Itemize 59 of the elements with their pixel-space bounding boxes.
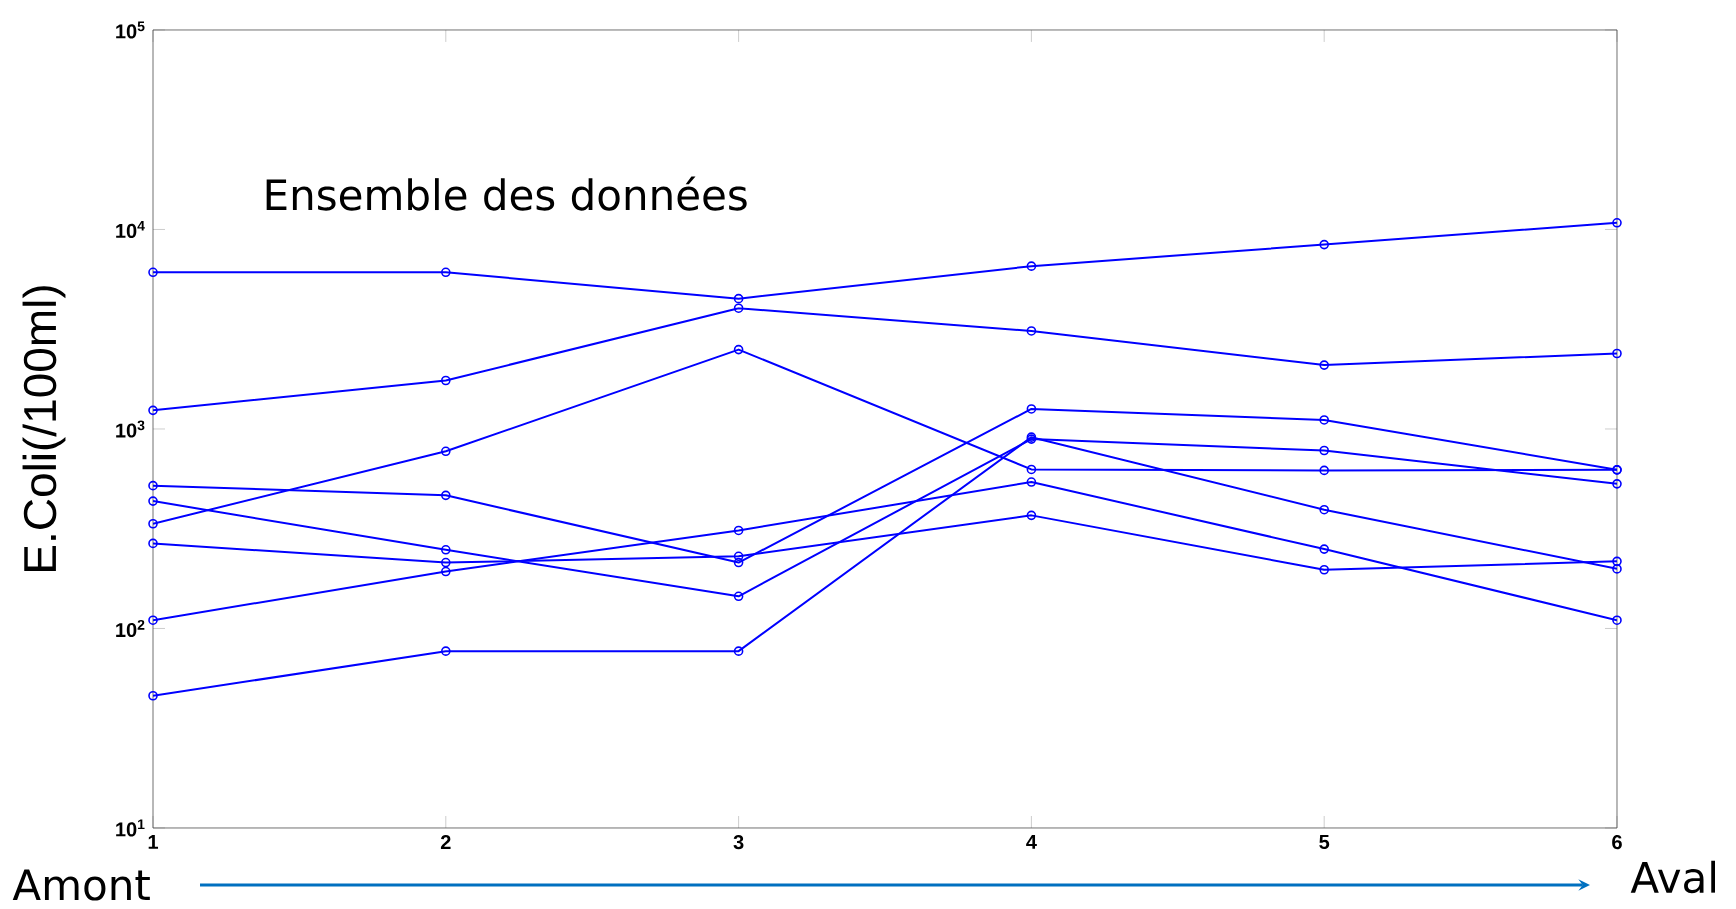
point bbox=[1026, 510, 1037, 521]
point bbox=[1612, 218, 1622, 228]
point bbox=[733, 557, 744, 568]
point bbox=[733, 293, 744, 304]
point bbox=[148, 538, 158, 549]
x-tick-label: 6 bbox=[1612, 835, 1622, 850]
point bbox=[441, 557, 451, 568]
point bbox=[1319, 465, 1329, 476]
point bbox=[441, 267, 451, 278]
y-tick-label: 10$^{1}$ bbox=[116, 819, 145, 837]
point bbox=[441, 544, 451, 555]
point bbox=[1319, 544, 1329, 554]
point bbox=[441, 646, 451, 656]
text: Aval bbox=[1630, 860, 1716, 894]
point bbox=[1319, 504, 1329, 515]
y-tick-label: 10$^{3}$ bbox=[116, 420, 145, 438]
point bbox=[1319, 564, 1329, 575]
point bbox=[1026, 326, 1037, 336]
point bbox=[148, 496, 158, 506]
point bbox=[1026, 464, 1037, 475]
x-tick-label: 1 bbox=[148, 835, 159, 849]
point bbox=[148, 480, 158, 491]
point bbox=[441, 490, 451, 501]
x-tick-label: 5 bbox=[1319, 835, 1330, 849]
point bbox=[441, 446, 451, 457]
x-tick-label: 3 bbox=[733, 835, 744, 850]
point bbox=[733, 303, 744, 314]
point bbox=[1612, 615, 1622, 626]
point bbox=[733, 551, 744, 562]
point bbox=[148, 690, 158, 701]
point bbox=[1319, 360, 1329, 370]
point bbox=[148, 267, 158, 278]
point bbox=[733, 646, 744, 656]
point bbox=[1612, 479, 1622, 489]
point bbox=[1319, 415, 1329, 425]
point bbox=[148, 518, 158, 529]
point bbox=[148, 405, 158, 416]
point bbox=[148, 615, 158, 626]
text: Amont bbox=[12, 869, 150, 901]
point bbox=[441, 566, 451, 577]
point bbox=[733, 591, 744, 602]
point bbox=[1612, 564, 1622, 574]
point bbox=[1026, 404, 1037, 414]
text: Ensemble des données bbox=[266, 176, 747, 211]
point bbox=[1319, 445, 1329, 456]
x-tick-label: 2 bbox=[440, 835, 451, 850]
point bbox=[1319, 239, 1329, 250]
point bbox=[1612, 556, 1622, 567]
y-axis-title: E.Coli(/100ml) bbox=[22, 286, 66, 571]
y-tick-label: 10$^{2}$ bbox=[116, 619, 145, 638]
point bbox=[1612, 348, 1622, 359]
y-tick-label: 10$^{5}$ bbox=[116, 21, 145, 39]
point bbox=[441, 375, 451, 386]
point bbox=[1026, 477, 1037, 487]
point bbox=[733, 525, 744, 536]
point bbox=[733, 344, 744, 355]
x-tick-label: 4 bbox=[1026, 835, 1037, 849]
y-tick-label: 10$^{4}$ bbox=[116, 220, 145, 239]
point bbox=[1026, 261, 1037, 271]
